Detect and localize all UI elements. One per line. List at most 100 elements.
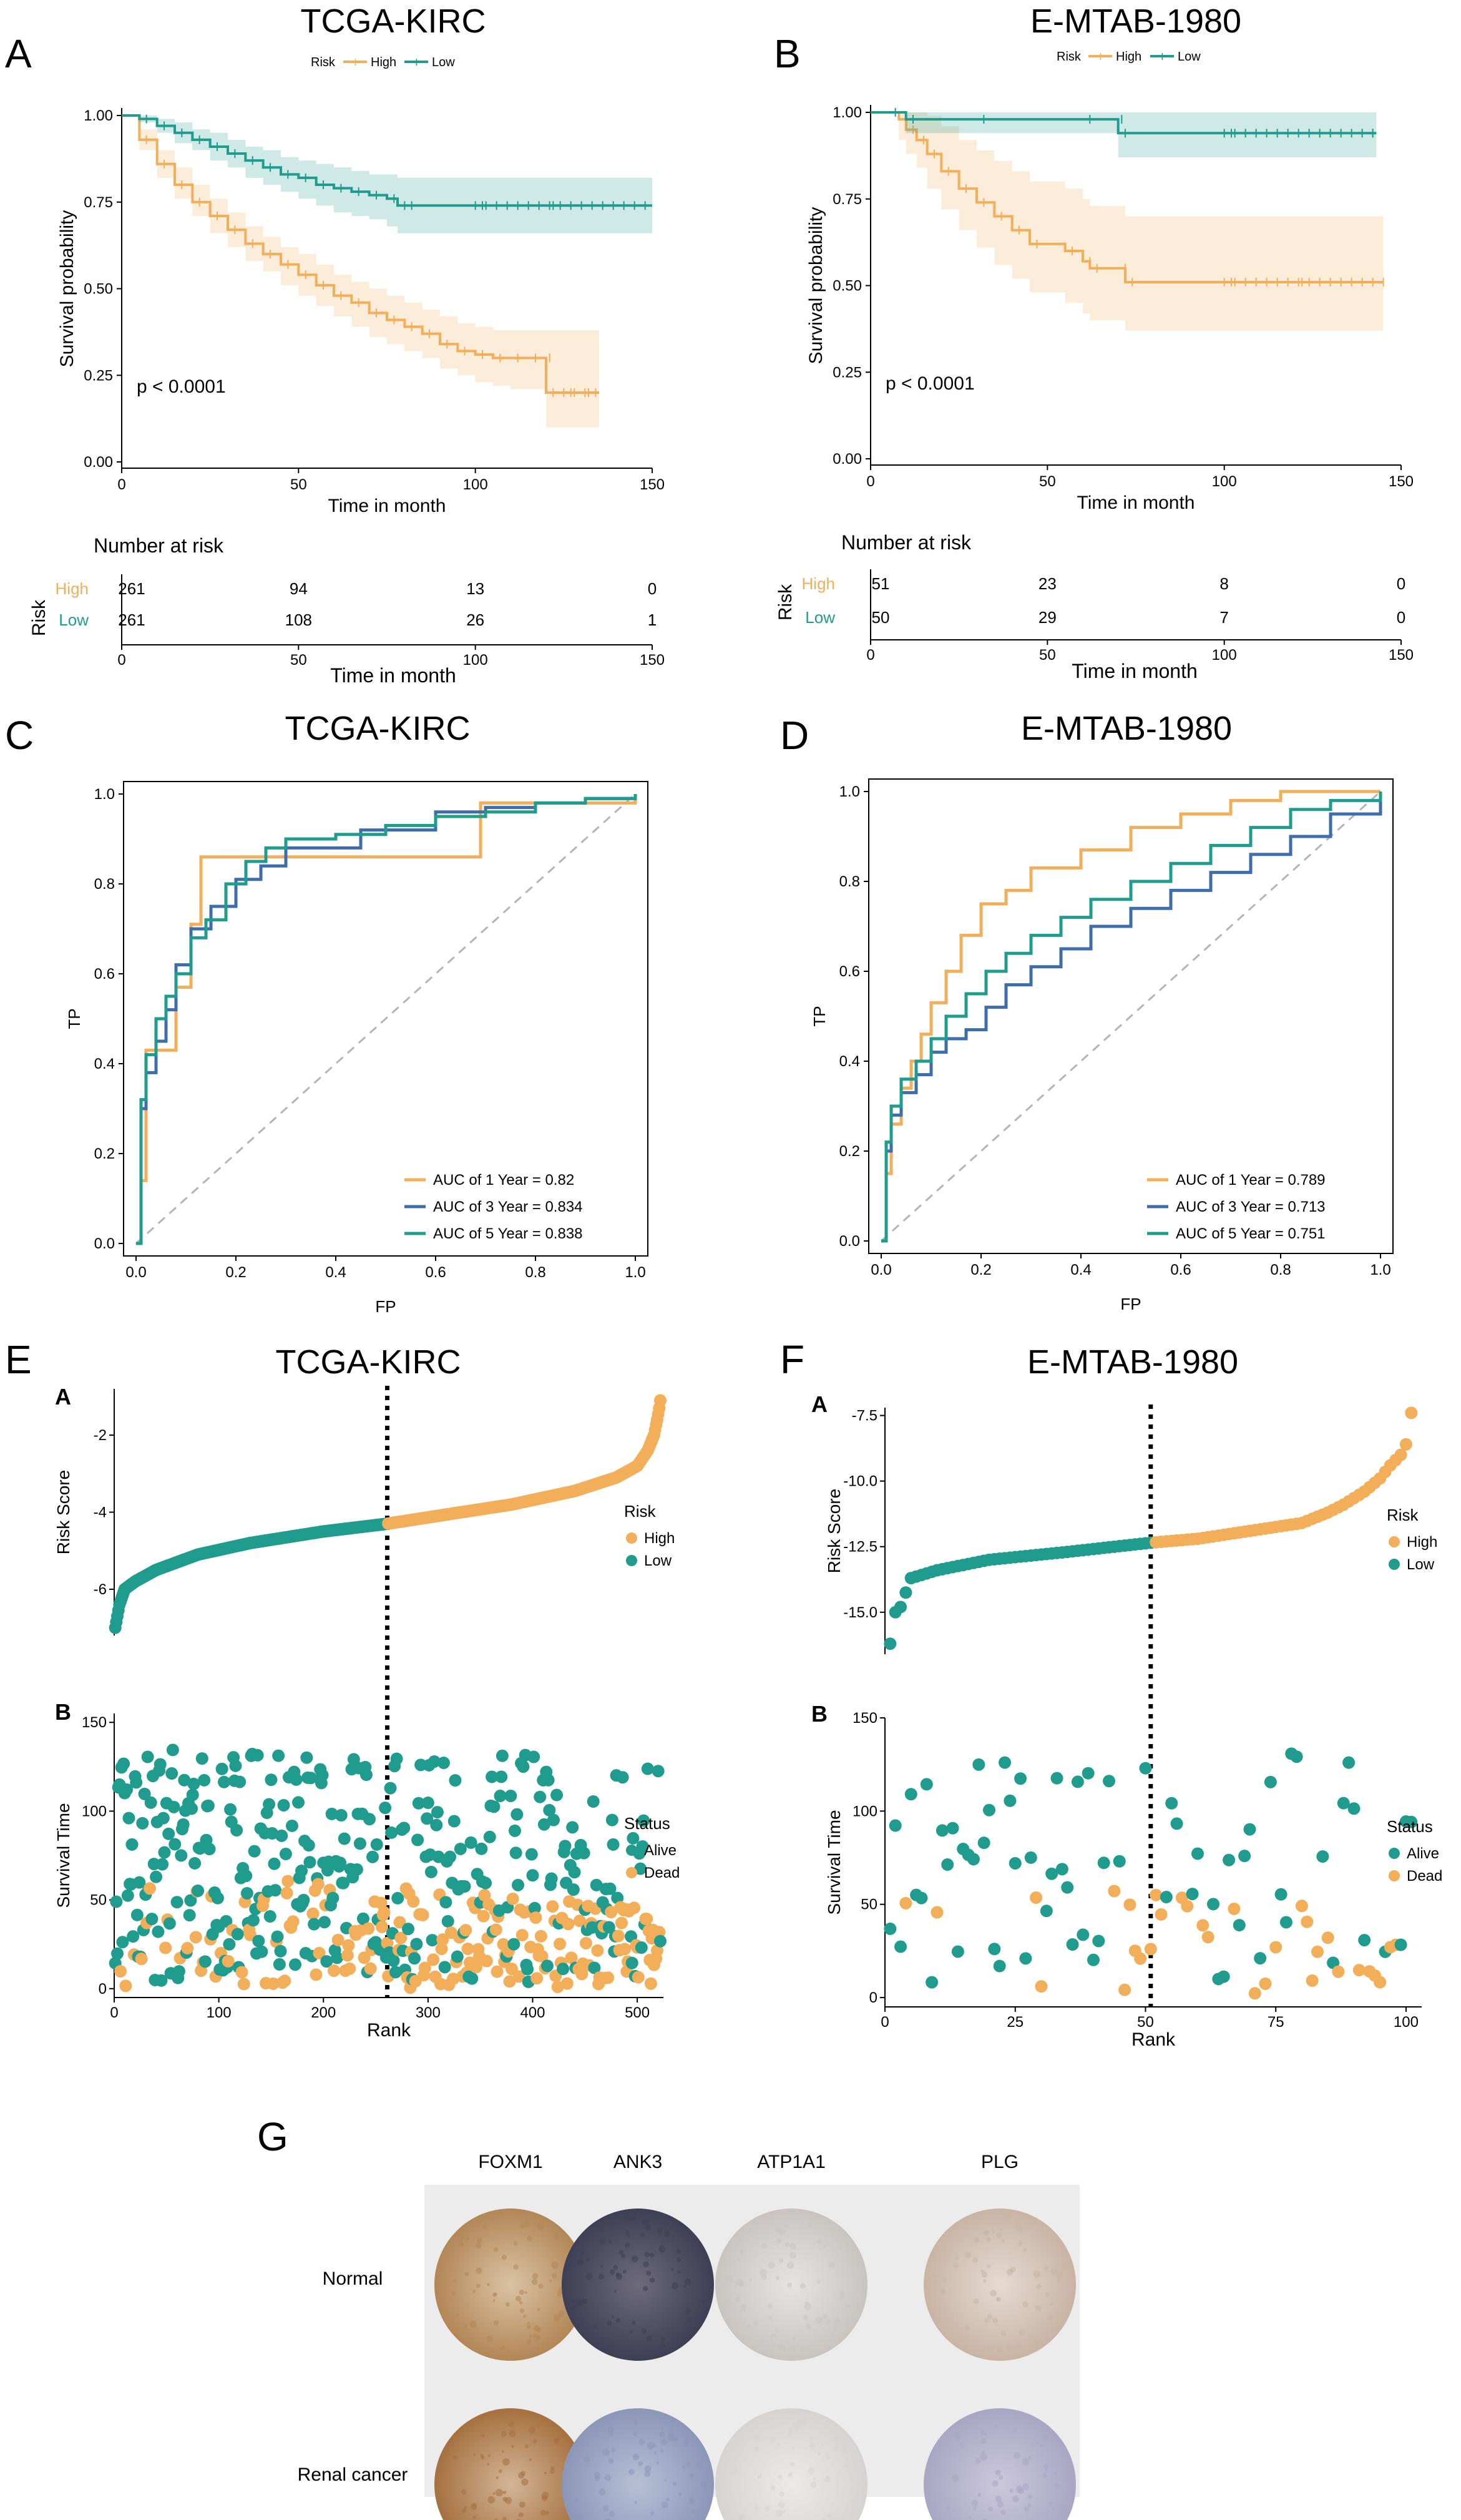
survival-point-alive: [218, 1775, 230, 1788]
ihc-stain-speckle: [660, 2337, 665, 2343]
subpanel-b-letter: B: [811, 1701, 828, 1727]
risk-table-axis-label: Risk: [29, 599, 49, 636]
y-tick-label: 0.00: [84, 454, 113, 471]
ihc-stain-speckle: [1022, 2483, 1030, 2491]
survival-point-dead: [1248, 1987, 1261, 2000]
x-tick-label: 100: [207, 2004, 232, 2021]
survival-point-alive: [1160, 1891, 1173, 1904]
ihc-stain-speckle: [984, 2232, 987, 2235]
ihc-stain-speckle: [822, 2518, 826, 2520]
survival-point-alive: [652, 1765, 665, 1778]
survival-point-alive: [150, 1870, 163, 1883]
survival-point-alive: [424, 1865, 437, 1878]
ihc-stain-speckle: [955, 2257, 959, 2260]
ihc-tissue-core-ank3-normal: [562, 2209, 714, 2361]
legend-status-dead-swatch: [626, 1867, 637, 1878]
survival-point-alive: [454, 1842, 467, 1855]
survival-point-alive: [127, 1930, 140, 1943]
ihc-stain-speckle: [1061, 2262, 1069, 2270]
survival-point-alive: [1040, 1905, 1053, 1918]
ihc-stain-speckle: [646, 2270, 652, 2276]
panel-letter-c: C: [5, 713, 34, 758]
ihc-stain-speckle: [932, 2273, 937, 2278]
ihc-stain-speckle: [1042, 2473, 1048, 2479]
ihc-stain-speckle: [1056, 2272, 1063, 2278]
survival-point-alive: [447, 1815, 461, 1828]
survival-point-alive: [426, 1934, 439, 1947]
ihc-stain-speckle: [630, 2215, 637, 2221]
ihc-stain-speckle: [469, 2320, 477, 2328]
ihc-stain-speckle: [833, 2318, 841, 2325]
survival-point-dead: [1228, 1902, 1241, 1915]
risk-score-point: [894, 1601, 907, 1614]
survival-point-dead: [1150, 1888, 1163, 1901]
ihc-stain-speckle: [498, 2469, 502, 2473]
ihc-stain-speckle: [1018, 2240, 1024, 2246]
survival-point-dead: [615, 1916, 628, 1929]
risk-count-low: 26: [466, 610, 484, 629]
ihc-stain-speckle: [1035, 2305, 1042, 2312]
survival-point-alive: [366, 1850, 379, 1863]
ci-band-high: [871, 112, 1384, 331]
km-legend-title: Risk: [1057, 50, 1082, 64]
ihc-stain-speckle: [977, 2493, 982, 2497]
ihc-stain-speckle: [994, 2423, 999, 2428]
ihc-stain-speckle: [825, 2452, 829, 2456]
survival-point-alive: [1342, 1756, 1356, 1769]
survival-point-alive: [1077, 1928, 1090, 1941]
legend-status-title: Status: [624, 1814, 670, 1833]
ihc-stain-speckle: [844, 2463, 850, 2469]
y-tick-label: 0.8: [94, 876, 115, 893]
ihc-stain-speckle: [987, 2346, 991, 2351]
survival-point-alive: [511, 1808, 524, 1821]
ihc-stain-speckle: [693, 2318, 698, 2322]
survival-point-alive: [335, 1809, 348, 1822]
survival-point-alive: [116, 1936, 129, 1949]
x-tick-label: 50: [290, 476, 307, 493]
x-tick-label: 100: [1394, 2014, 1419, 2031]
ihc-stain-speckle: [494, 2292, 497, 2297]
risk-table-xlabel: Time in month: [1072, 660, 1198, 682]
survival-point-dead: [575, 1968, 589, 1981]
ihc-stain-speckle: [985, 2237, 992, 2242]
ihc-stain-speckle: [607, 2426, 614, 2433]
ihc-col-atp1a1: ATP1A1: [757, 2152, 826, 2172]
survival-point-alive: [325, 1807, 338, 1820]
ihc-stain-speckle: [472, 2290, 476, 2293]
ihc-stain-speckle: [747, 2324, 751, 2328]
ihc-stain-speckle: [661, 2345, 666, 2349]
ihc-stain-speckle: [839, 2470, 842, 2473]
ihc-stain-speckle: [520, 2471, 525, 2476]
ihc-stain-speckle: [801, 2418, 808, 2425]
x-tick-label: 0.0: [125, 1264, 146, 1281]
x-tick-label: 0.6: [425, 1264, 446, 1281]
y-tick-label: 0.4: [94, 1056, 115, 1072]
survival-point-alive: [133, 1876, 146, 1889]
survival-point-alive: [350, 1863, 363, 1876]
ihc-stain-speckle: [615, 2318, 621, 2323]
ihc-stain-speckle: [471, 2503, 477, 2510]
survival-point-alive: [402, 1923, 415, 1936]
diagonal-reference: [135, 793, 637, 1245]
y-tick-label: 0.8: [839, 873, 860, 890]
survival-point-dead: [435, 1943, 448, 1956]
risk-table-axis-label: Risk: [775, 584, 796, 620]
survival-point-alive: [475, 1842, 488, 1855]
survival-point-alive: [1217, 1970, 1230, 1983]
y-tick-label: 0.50: [833, 278, 862, 295]
ihc-stain-speckle: [1022, 2458, 1030, 2466]
survival-point-alive: [229, 1759, 242, 1772]
risk-count-high: 23: [1038, 574, 1057, 593]
km-curve-high: [871, 111, 1384, 283]
ihc-stain-speckle: [753, 2446, 760, 2452]
legend-status-alive-swatch: [1389, 1848, 1400, 1859]
survival-point-dead: [436, 1933, 449, 1946]
survival-point-alive: [387, 1954, 400, 1967]
ihc-stain-speckle: [1007, 2345, 1012, 2350]
ihc-stain-speckle: [515, 2295, 522, 2302]
title-c: TCGA-KIRC: [285, 710, 471, 747]
ihc-stain-speckle: [538, 2283, 544, 2289]
x-tick-label: 0.2: [225, 1264, 246, 1281]
ihc-stain-speckle: [677, 2270, 681, 2274]
ihc-stain-speckle: [627, 2234, 631, 2238]
